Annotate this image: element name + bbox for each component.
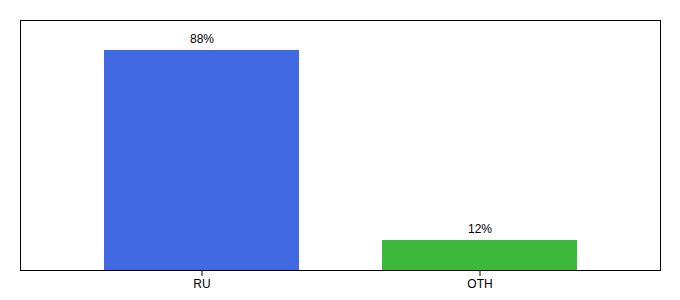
svg-text:OTH: OTH — [467, 277, 492, 291]
svg-text:88%: 88% — [190, 32, 214, 46]
svg-text:RU: RU — [193, 277, 210, 291]
svg-text:12%: 12% — [468, 222, 492, 236]
